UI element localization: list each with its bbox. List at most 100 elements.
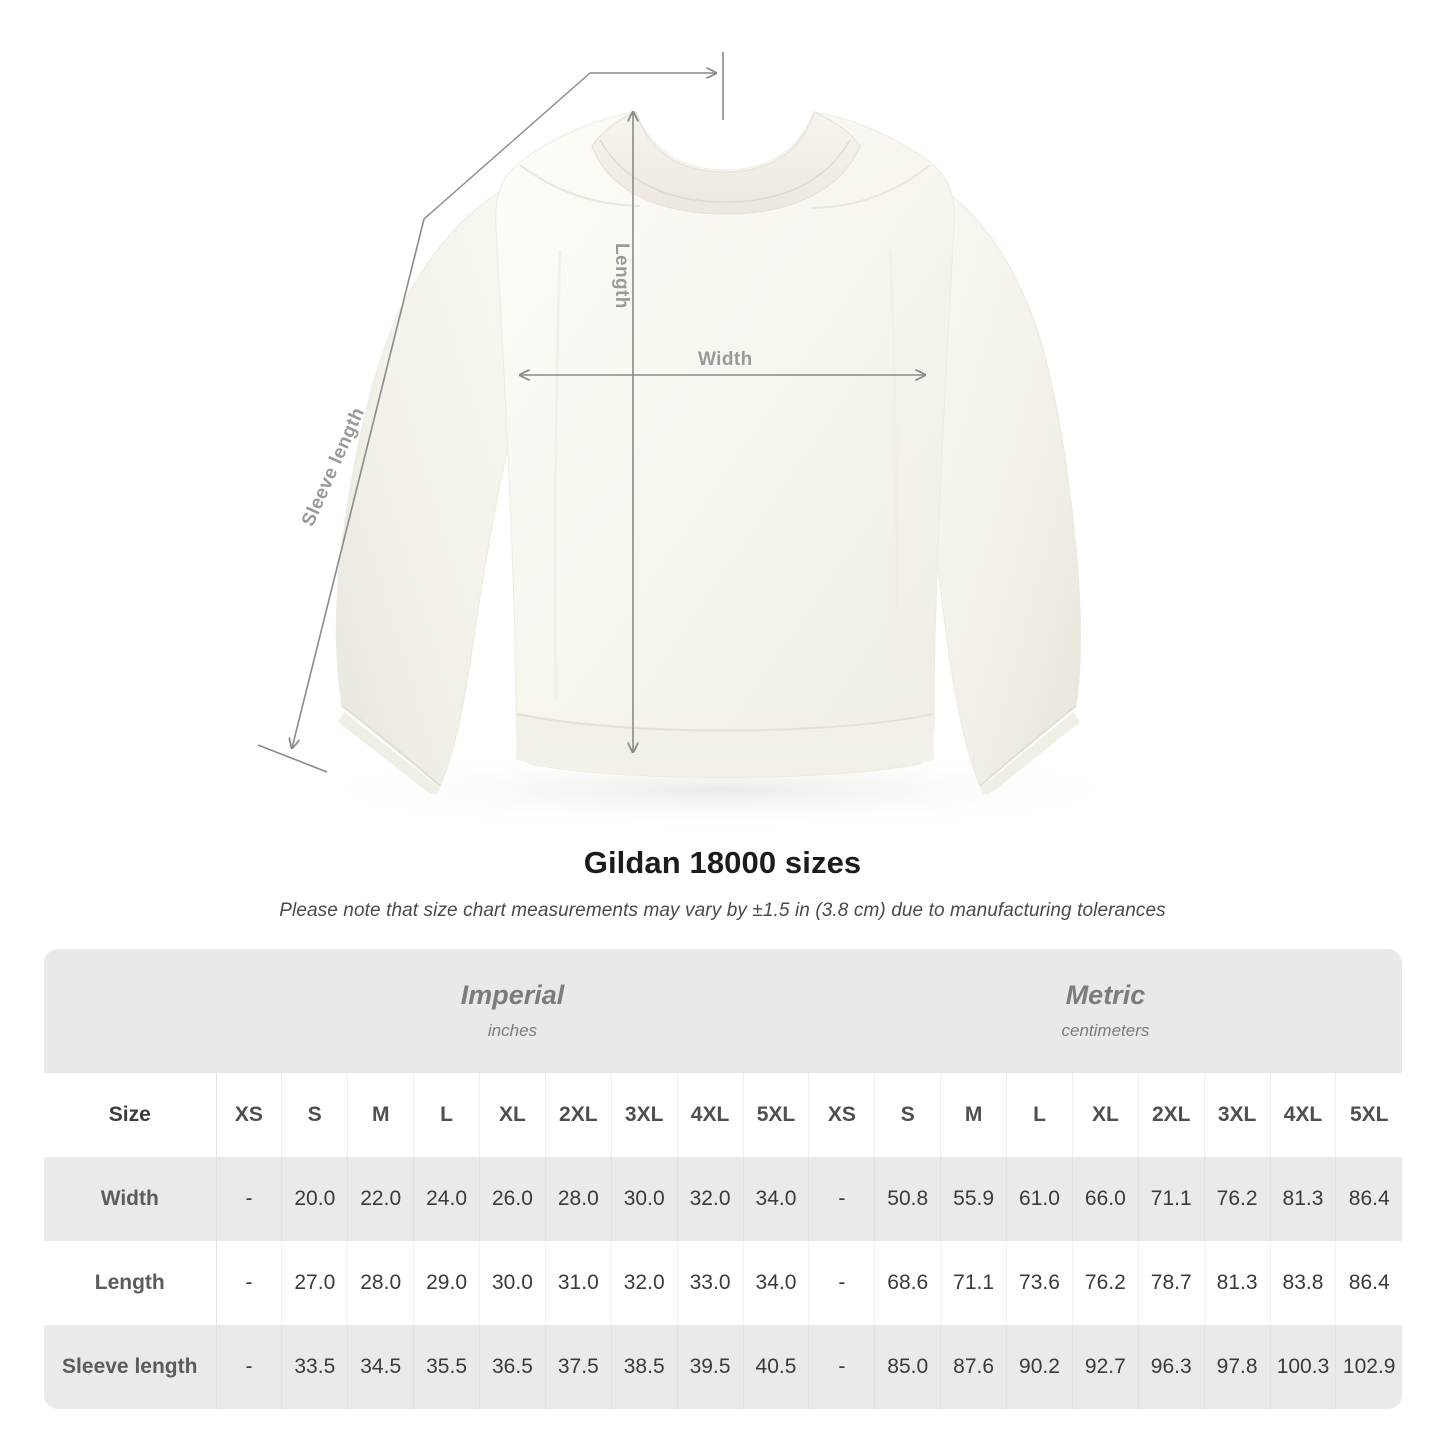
cell-imperial-8: 34.0 bbox=[743, 1157, 810, 1241]
cell-metric-8: 102.9 bbox=[1335, 1325, 1402, 1409]
cell-metric-0: - bbox=[808, 1241, 876, 1325]
cell-metric-4: 92.7 bbox=[1072, 1325, 1139, 1409]
unit-subtitle: inches bbox=[487, 1021, 538, 1041]
cell-metric-5: 78.7 bbox=[1138, 1241, 1205, 1325]
cell-metric-0: - bbox=[808, 1157, 876, 1241]
page-title: Gildan 18000 sizes bbox=[583, 845, 862, 880]
cell-metric-1: 85.0 bbox=[874, 1325, 942, 1409]
right-sleeve bbox=[914, 179, 1081, 787]
size-header-sizes_imperial-m: M bbox=[347, 1073, 415, 1157]
hem-seam bbox=[516, 713, 934, 732]
length-dimension-label: Length bbox=[611, 243, 632, 309]
garment-illustration bbox=[257, 52, 1150, 832]
right-shoulder-seam bbox=[811, 164, 931, 209]
size-header-sizes_imperial-l: L bbox=[413, 1073, 480, 1157]
cell-imperial-0: - bbox=[216, 1241, 283, 1325]
left-cuff-seam bbox=[341, 705, 441, 787]
cell-metric-6: 81.3 bbox=[1204, 1241, 1271, 1325]
sleeve-length-line bbox=[292, 218, 425, 748]
cell-imperial-1: 33.5 bbox=[281, 1325, 349, 1409]
cell-imperial-1: 20.0 bbox=[281, 1157, 349, 1241]
size-header-sizes_imperial-s: S bbox=[281, 1073, 349, 1157]
size-header-sizes_metric-m: M bbox=[940, 1073, 1008, 1157]
cell-metric-2: 71.1 bbox=[940, 1241, 1008, 1325]
collar bbox=[591, 111, 861, 215]
unit-banner-metric: Metric centimeters bbox=[808, 949, 1402, 1073]
sleeve-end-tick bbox=[257, 744, 328, 773]
cell-metric-7: 83.8 bbox=[1270, 1241, 1337, 1325]
cell-imperial-2: 28.0 bbox=[347, 1241, 415, 1325]
size-header-sizes_metric-5xl: 5XL bbox=[1335, 1073, 1402, 1157]
left-shoulder-seam bbox=[519, 164, 641, 207]
fabric-fold-right bbox=[888, 249, 899, 701]
cell-metric-7: 100.3 bbox=[1270, 1325, 1337, 1409]
cell-metric-6: 76.2 bbox=[1204, 1157, 1271, 1241]
cell-metric-3: 90.2 bbox=[1006, 1325, 1073, 1409]
width-dimension-label: Width bbox=[698, 349, 753, 370]
table-row: Sleeve length -33.5 34.5 35.5 36.5 37.5 38.5 39… bbox=[44, 1325, 1402, 1409]
garment-diagram: Length Width Sleeve length bbox=[257, 52, 1150, 832]
cell-metric-6: 97.8 bbox=[1204, 1325, 1271, 1409]
size-chart-table: Imperial inches Metric centimeters Size XS S M L… bbox=[44, 949, 1402, 1409]
fabric-fold-left bbox=[553, 249, 562, 701]
title-block: Gildan 18000 sizes Please note that size… bbox=[0, 845, 1445, 922]
unit-name: Imperial bbox=[460, 979, 565, 1010]
cell-imperial-5: 31.0 bbox=[545, 1241, 612, 1325]
size-header-sizes_imperial-xl: XL bbox=[479, 1073, 546, 1157]
size-header-corner: Size bbox=[44, 1073, 217, 1157]
cell-imperial-3: 35.5 bbox=[413, 1325, 480, 1409]
size-header-sizes_imperial-2xl: 2XL bbox=[545, 1073, 612, 1157]
cell-imperial-3: 29.0 bbox=[413, 1241, 480, 1325]
cell-metric-3: 73.6 bbox=[1006, 1241, 1073, 1325]
cell-imperial-6: 38.5 bbox=[611, 1325, 678, 1409]
cell-imperial-4: 36.5 bbox=[479, 1325, 546, 1409]
cell-imperial-5: 37.5 bbox=[545, 1325, 612, 1409]
cell-metric-1: 50.8 bbox=[874, 1157, 942, 1241]
size-header-sizes_metric-s: S bbox=[874, 1073, 942, 1157]
cell-imperial-2: 34.5 bbox=[347, 1325, 415, 1409]
size-header-sizes_metric-l: L bbox=[1006, 1073, 1073, 1157]
cell-metric-2: 55.9 bbox=[940, 1157, 1008, 1241]
size-header-sizes_imperial-4xl: 4XL bbox=[677, 1073, 744, 1157]
sleeve-leader-diagonal bbox=[423, 72, 591, 220]
left-cuff bbox=[338, 712, 440, 795]
bottom-hem bbox=[516, 712, 934, 777]
cell-metric-4: 76.2 bbox=[1072, 1241, 1139, 1325]
cell-imperial-8: 34.0 bbox=[743, 1241, 810, 1325]
row-label-length: Length bbox=[44, 1241, 217, 1325]
size-header-sizes_metric-xs: XS bbox=[808, 1073, 876, 1157]
size-header-sizes_metric-xl: XL bbox=[1072, 1073, 1139, 1157]
unit-name: Metric bbox=[1065, 979, 1146, 1010]
cell-imperial-3: 24.0 bbox=[413, 1157, 480, 1241]
size-header-sizes_metric-2xl: 2XL bbox=[1138, 1073, 1205, 1157]
size-header-sizes_imperial-5xl: 5XL bbox=[743, 1073, 810, 1157]
cell-metric-5: 96.3 bbox=[1138, 1325, 1205, 1409]
sleeve-length-guide bbox=[257, 52, 724, 773]
size-header-sizes_imperial-3xl: 3XL bbox=[611, 1073, 678, 1157]
cell-imperial-6: 30.0 bbox=[611, 1157, 678, 1241]
unit-banner-corner bbox=[44, 949, 216, 1073]
cell-metric-1: 68.6 bbox=[874, 1241, 942, 1325]
size-header-sizes_imperial-xs: XS bbox=[216, 1073, 283, 1157]
unit-banner-imperial: Imperial inches bbox=[216, 949, 809, 1073]
size-header-sizes_metric-4xl: 4XL bbox=[1270, 1073, 1337, 1157]
cell-imperial-5: 28.0 bbox=[545, 1157, 612, 1241]
cell-imperial-7: 33.0 bbox=[677, 1241, 744, 1325]
cell-imperial-1: 27.0 bbox=[281, 1241, 349, 1325]
page-subtitle: Please note that size chart measurements… bbox=[279, 900, 1166, 921]
cell-imperial-6: 32.0 bbox=[611, 1241, 678, 1325]
cell-metric-8: 86.4 bbox=[1335, 1157, 1402, 1241]
cell-imperial-4: 30.0 bbox=[479, 1241, 546, 1325]
right-cuff-seam bbox=[979, 705, 1077, 787]
cell-metric-7: 81.3 bbox=[1270, 1157, 1337, 1241]
cell-metric-5: 71.1 bbox=[1138, 1157, 1205, 1241]
cell-imperial-4: 26.0 bbox=[479, 1157, 546, 1241]
cell-imperial-8: 40.5 bbox=[743, 1325, 810, 1409]
right-cuff bbox=[980, 712, 1080, 795]
unit-subtitle: centimeters bbox=[1061, 1021, 1150, 1041]
cell-metric-2: 87.6 bbox=[940, 1325, 1008, 1409]
cell-imperial-0: - bbox=[216, 1157, 283, 1241]
cell-metric-3: 61.0 bbox=[1006, 1157, 1073, 1241]
cell-imperial-7: 39.5 bbox=[677, 1325, 744, 1409]
